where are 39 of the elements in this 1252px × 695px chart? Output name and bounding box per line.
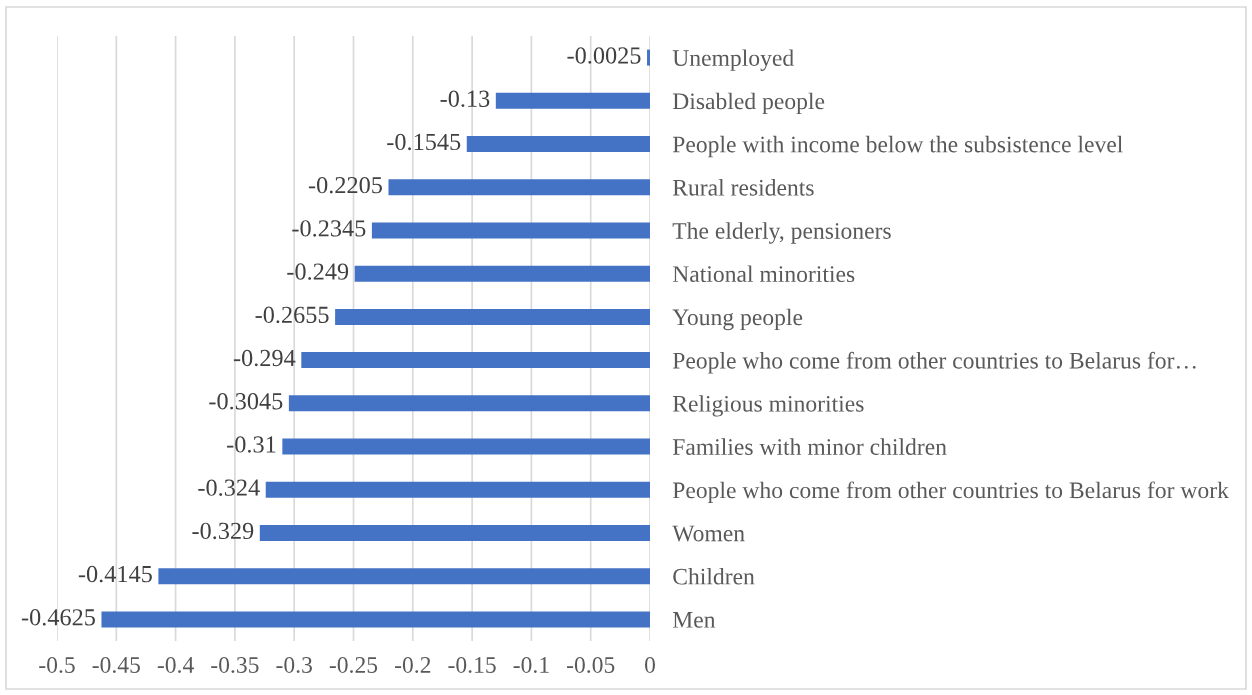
y-tick-label: People who come from other countries to Belarus for work: [672, 481, 1229, 504]
data-label: -0.31: [227, 436, 276, 453]
data-label: -0.13: [440, 90, 490, 108]
data-label: -0.4145: [78, 565, 152, 583]
data-label: -0.2205: [308, 176, 382, 194]
x-tick-label: -0.5: [39, 656, 75, 673]
y-tick-label: Men: [672, 612, 716, 628]
y-tick-label: National minorities: [672, 265, 855, 283]
data-label: -0.294: [233, 349, 296, 367]
data-label: -0.4625: [21, 609, 95, 626]
data-label: -0.249: [287, 263, 349, 280]
data-label: -0.1545: [387, 133, 461, 151]
x-tick-label: -0.4: [157, 656, 194, 673]
x-tick-label: -0.15: [448, 656, 496, 673]
x-tick-label: -0.05: [566, 656, 615, 673]
y-tick-label: Women: [672, 525, 745, 542]
data-label: -0.2345: [292, 220, 366, 237]
y-tick-label: Rural residents: [672, 179, 814, 196]
x-tick-label: -0.45: [92, 656, 140, 673]
data-label: -0.2655: [255, 306, 329, 324]
x-tick-label: -0.1: [513, 656, 549, 673]
data-label: -0.324: [198, 479, 260, 496]
x-tick-label: 0: [645, 656, 655, 673]
y-tick-label: Children: [673, 567, 755, 585]
y-tick-label: Young people: [672, 308, 803, 331]
y-tick-label: The elderly, pensioners: [672, 222, 891, 244]
x-tick-label: -0.25: [329, 656, 378, 673]
y-tick-label: Unemployed: [672, 49, 794, 71]
x-tick-label: -0.2: [394, 656, 431, 673]
data-label: -0.3045: [209, 393, 283, 410]
x-tick-label: -0.35: [211, 656, 259, 673]
y-tick-label: Religious minorities: [672, 395, 864, 417]
y-tick-label: People who come from other countries to Belarus for…: [672, 351, 1196, 374]
y-tick-label: People with income below the subsistence level: [672, 135, 1123, 158]
y-tick-label: Disabled people: [672, 92, 825, 115]
y-tick-label: Families with minor children: [672, 438, 947, 455]
x-tick-label: -0.3: [276, 656, 312, 673]
data-label: -0.329: [192, 522, 254, 540]
data-label: -0.0025: [567, 47, 641, 64]
